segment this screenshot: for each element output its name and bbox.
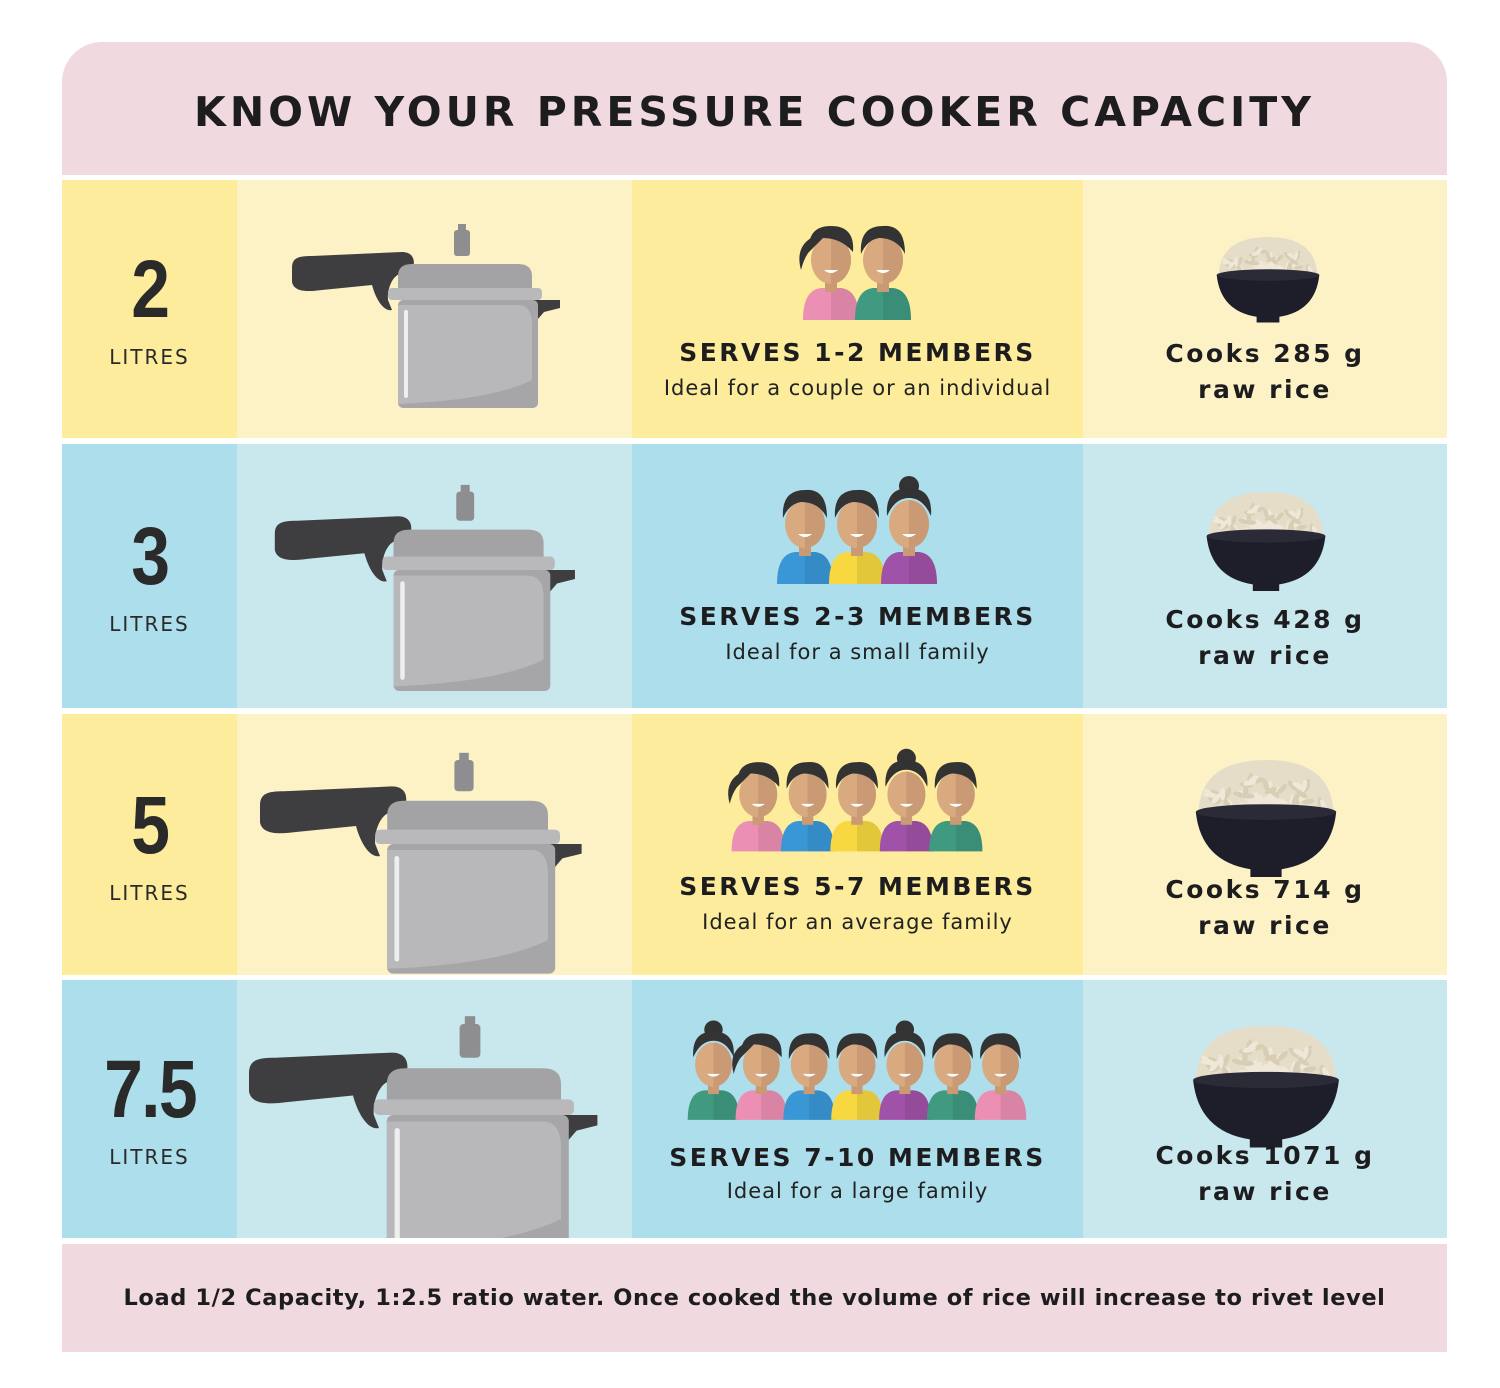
serves-label: SERVES 7-10 MEMBERS <box>669 1143 1046 1172</box>
person-icon <box>829 489 885 584</box>
serves-description: Ideal for an average family <box>702 910 1013 934</box>
serves-cell: SERVES 7-10 MEMBERS Ideal for a large fa… <box>632 980 1083 1238</box>
pressure-cooker-icon <box>274 484 575 691</box>
rice-amount: Cooks 1071 g raw rice <box>1083 1138 1447 1210</box>
page-title: KNOW YOUR PRESSURE COOKER CAPACITY <box>194 87 1315 136</box>
rice-bowl-icon <box>1195 760 1337 877</box>
capacity-value: 5 <box>130 779 170 871</box>
person-icon <box>855 225 911 320</box>
capacity-cell: 2 LITRES <box>62 180 237 438</box>
cooker-cell <box>237 180 632 438</box>
person-icon <box>732 1033 788 1120</box>
capacity-row: 5 LITRES <box>62 714 1447 975</box>
rice-amount-line2: raw rice <box>1198 375 1332 404</box>
serves-description: Ideal for a small family <box>725 640 990 664</box>
pressure-cooker-icon <box>292 224 560 408</box>
person-icon <box>777 489 833 584</box>
rice-cell: Cooks 1071 g raw rice <box>1083 980 1447 1238</box>
person-icon <box>783 1033 835 1120</box>
capacity-unit: LITRES <box>109 1145 190 1169</box>
capacity-value: 3 <box>130 511 170 602</box>
person-icon <box>926 1033 979 1120</box>
person-icon <box>687 1020 740 1120</box>
serves-label: SERVES 2-3 MEMBERS <box>679 602 1036 631</box>
capacity-value: 2 <box>130 244 170 335</box>
capacity-row: 7.5 LITRES <box>62 980 1447 1238</box>
family-illustration <box>728 748 983 852</box>
rice-cell: Cooks 285 g raw rice <box>1083 180 1447 438</box>
person-icon <box>929 761 983 852</box>
rice-bowl-icon <box>1193 1026 1339 1148</box>
rice-amount-line1: Cooks 714 g <box>1165 875 1365 904</box>
rice-amount: Cooks 285 g raw rice <box>1083 336 1447 408</box>
pressure-cooker-icon <box>249 1016 598 1238</box>
rice-bowl-icon <box>1206 492 1326 591</box>
person-icon <box>781 761 835 852</box>
footer-note: Load 1/2 Capacity, 1:2.5 ratio water. On… <box>123 1285 1386 1311</box>
serves-label: SERVES 5-7 MEMBERS <box>679 872 1036 901</box>
cooker-cell <box>237 714 632 975</box>
person-icon <box>974 1033 1027 1120</box>
rice-amount-line1: Cooks 1071 g <box>1155 1141 1375 1170</box>
capacity-cell: 5 LITRES <box>62 714 237 975</box>
capacity-unit: LITRES <box>109 612 190 636</box>
serves-cell: SERVES 1-2 MEMBERS Ideal for a couple or… <box>632 180 1083 438</box>
rice-amount-line2: raw rice <box>1198 1177 1332 1206</box>
capacity-value: 7.5 <box>103 1044 197 1135</box>
rice-amount-line2: raw rice <box>1198 641 1332 670</box>
family-illustration <box>777 476 937 584</box>
rice-bowl-icon <box>1216 237 1320 323</box>
infographic-panel: KNOW YOUR PRESSURE COOKER CAPACITY 2 LIT… <box>62 42 1447 1352</box>
serves-cell: SERVES 2-3 MEMBERS Ideal for a small fam… <box>632 444 1083 708</box>
person-icon <box>879 1020 931 1120</box>
pressure-cooker-icon <box>260 752 582 974</box>
cooker-cell <box>237 444 632 708</box>
rice-amount-line1: Cooks 428 g <box>1165 605 1365 634</box>
capacity-unit: LITRES <box>109 345 190 369</box>
rice-amount-line1: Cooks 285 g <box>1165 339 1365 368</box>
person-icon <box>831 1033 883 1120</box>
person-icon <box>830 761 884 852</box>
capacity-row: 2 LITRES SERVES 1-2 MEMBERS <box>62 180 1447 438</box>
footer: Load 1/2 Capacity, 1:2.5 ratio water. On… <box>62 1244 1447 1352</box>
person-icon <box>728 762 785 852</box>
rice-amount-line2: raw rice <box>1198 911 1332 940</box>
person-icon <box>881 476 937 584</box>
cooker-cell <box>237 980 632 1238</box>
capacity-unit: LITRES <box>109 880 190 905</box>
header: KNOW YOUR PRESSURE COOKER CAPACITY <box>62 42 1447 175</box>
rice-amount: Cooks 714 g raw rice <box>1083 872 1447 944</box>
family-illustration <box>687 1020 1027 1120</box>
person-icon <box>799 226 859 320</box>
rice-cell: Cooks 428 g raw rice <box>1083 444 1447 708</box>
capacity-cell: 7.5 LITRES <box>62 980 237 1238</box>
rice-cell: Cooks 714 g raw rice <box>1083 714 1447 975</box>
serves-cell: SERVES 5-7 MEMBERS Ideal for an average … <box>632 714 1083 975</box>
capacity-cell: 3 LITRES <box>62 444 237 708</box>
rice-amount: Cooks 428 g raw rice <box>1083 602 1447 674</box>
serves-description: Ideal for a couple or an individual <box>663 376 1052 400</box>
serves-description: Ideal for a large family <box>726 1179 989 1203</box>
person-icon <box>879 748 933 852</box>
capacity-row: 3 LITRES <box>62 444 1447 708</box>
family-illustration <box>799 225 911 320</box>
serves-label: SERVES 1-2 MEMBERS <box>679 338 1036 367</box>
